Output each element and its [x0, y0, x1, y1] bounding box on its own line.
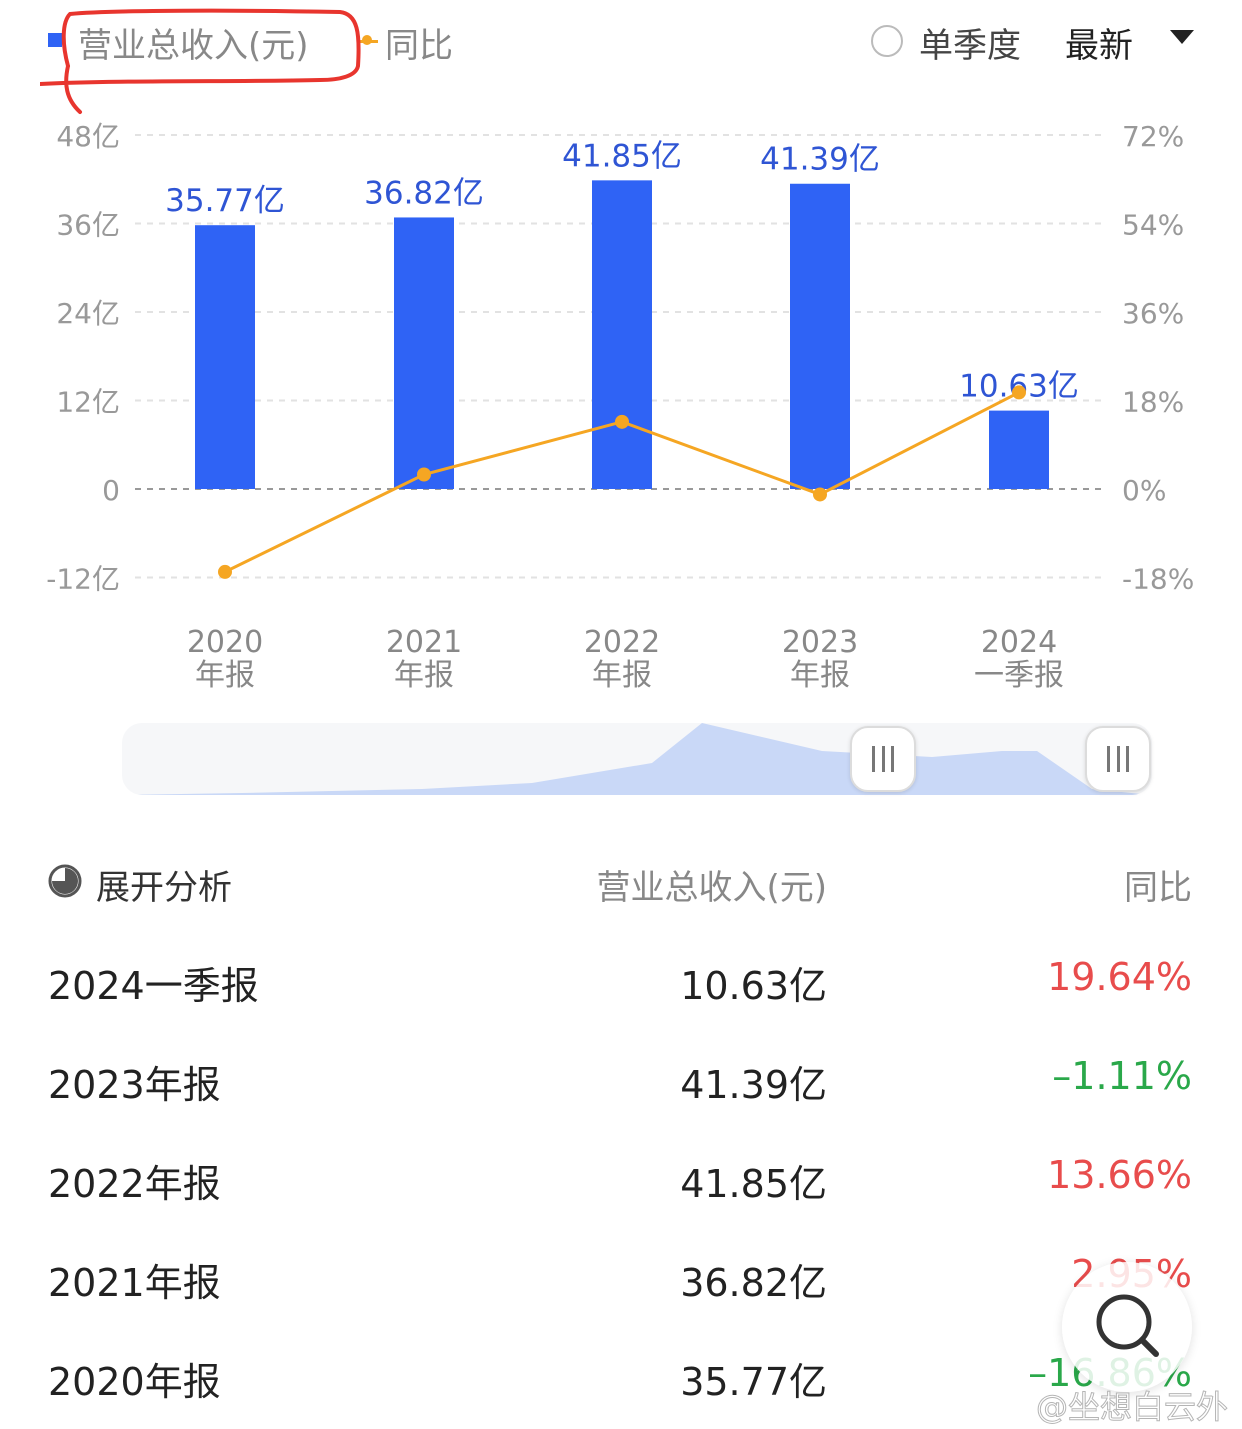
grip-icon [1107, 746, 1129, 772]
revenue-chart: 48亿 72% 36亿 54% 24亿 36% 12亿 18% 0 0% -12亿 -18% 35.77… [46, 120, 1194, 693]
y-right-tick-label: 18% [1122, 386, 1184, 419]
x-tick-label-period: 一季报 [974, 658, 1064, 693]
table-row-pct: 19.64% [1047, 955, 1192, 999]
x-tick-label-year: 2020 [187, 625, 263, 660]
legend-yoy-label[interactable]: 同比 [385, 26, 453, 66]
watermark: @坐想白云外 [1035, 1388, 1228, 1427]
single-quarter-label[interactable]: 单季度 [919, 26, 1021, 66]
slider-preview-area [122, 723, 1152, 795]
table-row-value: 10.63亿 [680, 964, 827, 1008]
single-quarter-radio[interactable] [871, 25, 903, 57]
bar-data-label: 36.82亿 [364, 175, 484, 211]
y-right-tick-label: 72% [1122, 120, 1184, 153]
table-row-pct: 13.66% [1047, 1153, 1192, 1197]
search-button[interactable] [1062, 1262, 1192, 1392]
range-slider[interactable] [122, 723, 1152, 795]
table-row-value: 35.77亿 [680, 1360, 827, 1404]
x-tick-label-year: 2021 [386, 625, 462, 660]
yoy-point [417, 467, 431, 482]
yoy-point [1012, 385, 1026, 400]
table-row-period: 2023年报 [48, 1063, 221, 1107]
table-row-value: 41.39亿 [680, 1063, 827, 1107]
table-row-value: 41.85亿 [680, 1162, 827, 1206]
yoy-point [813, 487, 827, 502]
y-right-tick-label: 36% [1122, 297, 1184, 330]
legend-revenue-label[interactable]: 营业总收入(元) [78, 26, 309, 66]
table-row-period: 2022年报 [48, 1162, 221, 1206]
chart-bar [592, 180, 652, 489]
yoy-point [615, 414, 629, 429]
x-tick-label-period: 年报 [394, 658, 454, 693]
pie-chart-icon[interactable] [48, 864, 82, 898]
x-tick-label-period: 年报 [790, 658, 850, 693]
bar-data-label: 41.85亿 [562, 138, 682, 174]
table-row-pct: –1.11% [1052, 1054, 1192, 1098]
yoy-point [218, 564, 232, 579]
x-tick-label-year: 2022 [584, 625, 660, 660]
y-left-tick-label: 48亿 [56, 120, 120, 153]
table-row-period: 2020年报 [48, 1360, 221, 1404]
y-left-tick-label: -12亿 [46, 563, 120, 596]
table-header-value: 营业总收入(元) [596, 868, 827, 908]
y-right-tick-label: -18% [1122, 563, 1194, 596]
slider-right-handle[interactable] [1085, 726, 1151, 792]
table-row-period: 2024一季报 [48, 964, 259, 1008]
table-row-value: 36.82亿 [680, 1261, 827, 1305]
table-row-period: 2021年报 [48, 1261, 221, 1305]
legend-revenue-swatch [48, 33, 62, 47]
x-tick-label-year: 2024 [981, 625, 1057, 660]
chart-bar [195, 225, 255, 490]
sort-dropdown[interactable]: 最新 [1065, 26, 1133, 66]
chart-bar [790, 183, 850, 489]
search-icon [1096, 1294, 1159, 1357]
y-right-tick-label: 0% [1122, 474, 1166, 507]
chart-bar [394, 217, 454, 489]
bar-data-label: 35.77亿 [165, 183, 285, 219]
x-tick-label-period: 年报 [592, 658, 652, 693]
red-circle-annotation [40, 8, 361, 114]
x-tick-label-period: 年报 [195, 658, 255, 693]
legend-yoy-swatch-dot [362, 35, 372, 45]
y-right-tick-label: 54% [1122, 209, 1184, 242]
bar-data-label: 41.39亿 [760, 142, 880, 178]
table-header-pct: 同比 [1124, 868, 1192, 908]
x-tick-label-year: 2023 [782, 625, 858, 660]
y-left-tick-label: 24亿 [56, 297, 120, 330]
expand-analysis-label[interactable]: 展开分析 [96, 868, 232, 908]
grip-icon [872, 746, 894, 772]
slider-left-handle[interactable] [850, 726, 916, 792]
y-left-tick-label: 12亿 [56, 386, 120, 419]
y-left-tick-label: 0 [102, 474, 120, 507]
chart-bar [989, 410, 1049, 489]
y-left-tick-label: 36亿 [56, 209, 120, 242]
chevron-down-icon[interactable] [1170, 30, 1194, 44]
